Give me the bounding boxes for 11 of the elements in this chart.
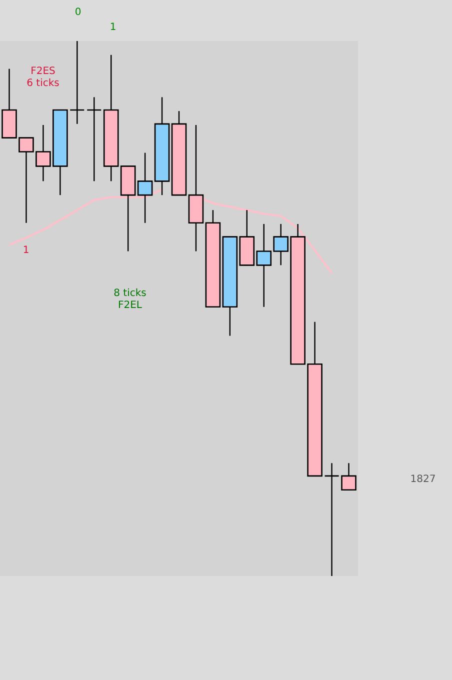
annotation: F2ES 6 ticks <box>26 66 60 89</box>
candlestick <box>324 462 340 576</box>
candlestick <box>341 462 356 491</box>
text: 1 <box>110 22 116 33</box>
annotation: 8 ticks F2EL <box>114 288 146 311</box>
candlestick <box>137 152 153 224</box>
candlestick <box>69 41 85 125</box>
text: 0 <box>74 7 82 18</box>
candlestick <box>86 96 102 182</box>
text: 1827 <box>410 474 436 485</box>
annotation: 1 <box>22 245 30 256</box>
